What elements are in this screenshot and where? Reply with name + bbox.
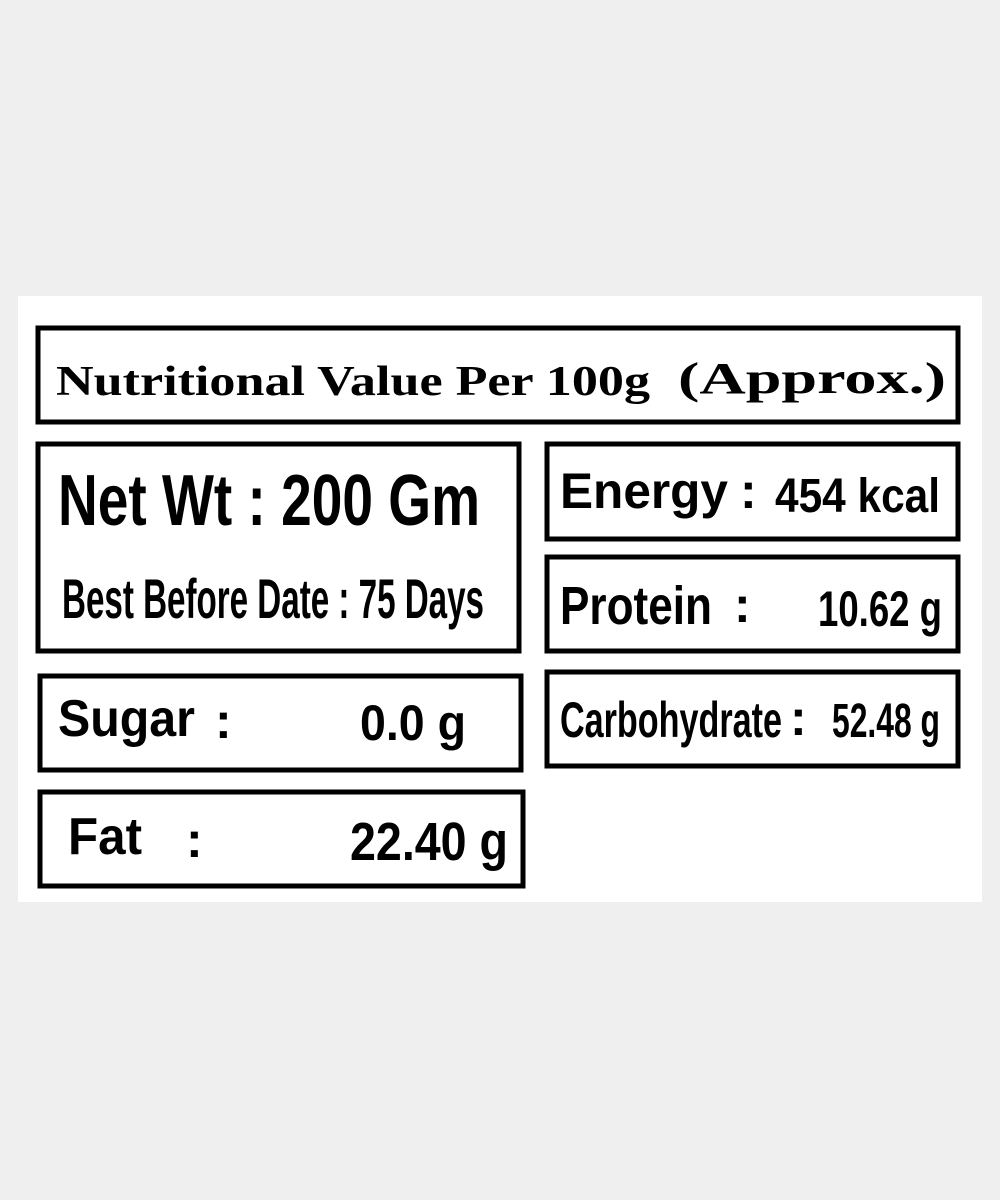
fat-box bbox=[37, 789, 526, 889]
item-label: Protein bbox=[560, 576, 712, 636]
carbohydrate-box bbox=[544, 669, 961, 769]
net-box bbox=[35, 441, 522, 654]
item-value: 52.48 g bbox=[832, 695, 940, 748]
item-separator: : bbox=[740, 463, 757, 519]
energy-box bbox=[544, 441, 961, 542]
item-label: Energy bbox=[560, 463, 728, 519]
item-value: 10.62 g bbox=[818, 581, 942, 637]
item-value: 454 kcal bbox=[775, 470, 940, 523]
protein-box bbox=[544, 554, 961, 654]
label-panel bbox=[18, 296, 982, 902]
item-label: Carbohydrate bbox=[560, 692, 782, 748]
item-label: Sugar bbox=[58, 690, 195, 748]
item-separator: : bbox=[215, 693, 232, 749]
item-label: Fat bbox=[68, 808, 142, 866]
item-separator: : bbox=[186, 812, 203, 868]
title-note: (Approx.) bbox=[678, 354, 946, 403]
net-weight: Net Wt : 200 Gm bbox=[58, 461, 480, 541]
title-box bbox=[35, 325, 961, 425]
sugar-box bbox=[37, 673, 524, 773]
item-separator: : bbox=[734, 577, 751, 633]
best-before: Best Before Date : 75 Days bbox=[62, 567, 484, 630]
item-value: 0.0 g bbox=[360, 695, 466, 751]
title: Nutritional Value Per 100g bbox=[56, 359, 650, 405]
item-value: 22.40 g bbox=[350, 812, 508, 872]
item-separator: : bbox=[790, 690, 807, 746]
